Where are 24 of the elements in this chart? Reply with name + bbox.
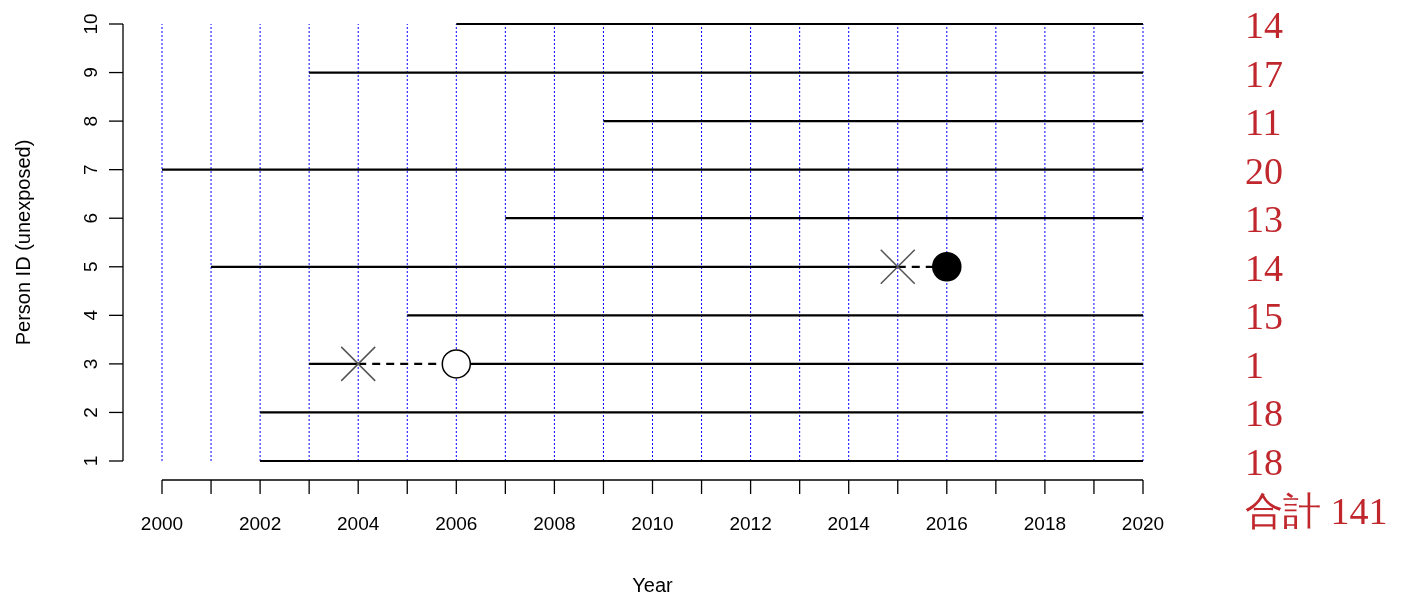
x-tick-label: 2012	[729, 513, 772, 534]
x-tick-label: 2010	[631, 513, 674, 534]
y-tick-label: 10	[80, 13, 101, 35]
x-tick-label: 2014	[827, 513, 871, 534]
y-tick-label: 3	[80, 358, 101, 370]
x-tick-label: 2018	[1023, 513, 1067, 534]
x-tick-label: 2004	[337, 513, 380, 534]
y-tick-label: 1	[80, 455, 101, 467]
y-tick-label: 8	[80, 115, 101, 127]
y-tick-label: 7	[80, 164, 101, 175]
y-tick-label: 2	[80, 407, 101, 418]
y-tick-label: 5	[80, 261, 101, 273]
annotations: 14 17 11 20 13 14 15 1 18 18 合計 141	[1245, 4, 1388, 532]
x-tick-label: 2008	[533, 513, 576, 534]
y-axis-title: Person ID (unexposed)	[12, 139, 34, 346]
x-tick-label: 2020	[1121, 513, 1165, 534]
x-tick-label: 2006	[435, 513, 478, 534]
y-tick-label: 4	[80, 309, 101, 321]
y-tick-label: 9	[80, 67, 101, 78]
x-tick-label: 2000	[140, 513, 184, 534]
x-tick-label: 2002	[238, 513, 282, 534]
x-axis-title: Year	[632, 574, 674, 595]
x-tick-label: 2016	[925, 513, 968, 534]
y-tick-label: 6	[80, 212, 101, 224]
